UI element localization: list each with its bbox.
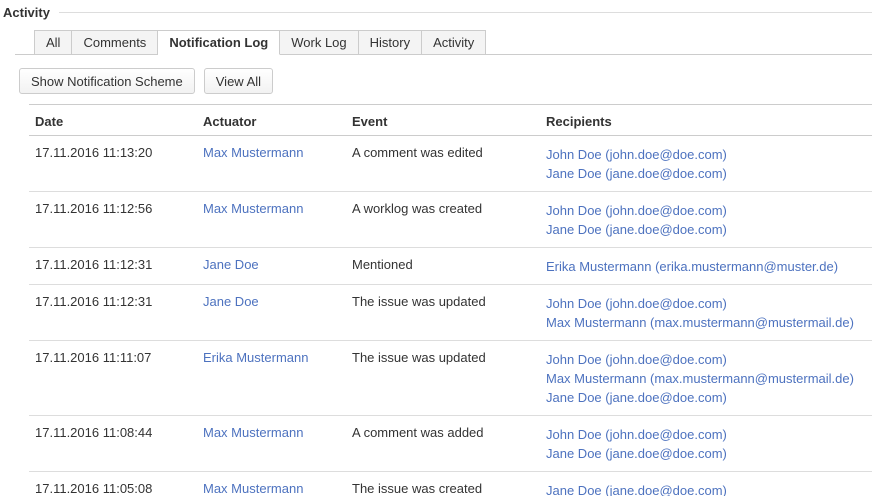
header-divider	[58, 11, 872, 13]
recipient-link[interactable]: John Doe (john.doe@doe.com)	[546, 203, 727, 218]
toolbar: Show Notification Scheme View All	[19, 68, 872, 94]
date-cell: 17.11.2016 11:12:56	[29, 191, 197, 248]
date-cell: 17.11.2016 11:05:08	[29, 471, 197, 496]
date-cell: 17.11.2016 11:12:31	[29, 284, 197, 341]
activity-tab-bar: All Comments Notification Log Work Log Histo…	[15, 30, 872, 55]
event-cell: The issue was updated	[346, 284, 540, 341]
column-header-recipients: Recipients	[540, 104, 872, 136]
tab-comments[interactable]: Comments	[72, 30, 159, 55]
actuator-cell: Max Mustermann	[197, 136, 346, 192]
tab-notification-log[interactable]: Notification Log	[158, 30, 281, 55]
tab-history[interactable]: History	[358, 30, 423, 55]
actuator-cell: Jane Doe	[197, 284, 346, 341]
column-header-event: Event	[346, 104, 540, 136]
table-row: 17.11.2016 11:05:08 Max Mustermann The i…	[29, 471, 872, 496]
recipient-link[interactable]: Jane Doe (jane.doe@doe.com)	[546, 483, 727, 496]
view-all-button[interactable]: View All	[203, 68, 274, 94]
recipients-cell: Erika Mustermann (erika.mustermann@muste…	[540, 247, 872, 285]
table-row: 17.11.2016 11:12:31 Jane Doe Mentioned E…	[29, 247, 872, 285]
recipients-cell: Jane Doe (jane.doe@doe.com)	[540, 471, 872, 496]
recipient-link[interactable]: John Doe (john.doe@doe.com)	[546, 296, 727, 311]
column-header-actuator: Actuator	[197, 104, 346, 136]
event-cell: A comment was added	[346, 415, 540, 472]
recipient-link[interactable]: Jane Doe (jane.doe@doe.com)	[546, 446, 727, 461]
actuator-link[interactable]: Erika Mustermann	[203, 350, 309, 365]
actuator-link[interactable]: Max Mustermann	[203, 425, 304, 440]
table-header-row: Date Actuator Event Recipients	[29, 104, 872, 136]
recipients-cell: John Doe (john.doe@doe.com) Max Musterman…	[540, 340, 872, 416]
activity-header: Activity	[0, 0, 872, 20]
event-cell: A comment was edited	[352, 145, 483, 160]
date-cell: 17.11.2016 11:11:07	[29, 340, 197, 416]
recipients-cell: John Doe (john.doe@doe.com) Jane Doe (jan…	[540, 191, 872, 248]
date-cell: 17.11.2016 11:12:31	[29, 247, 197, 285]
table-row: 17.11.2016 11:11:07 Erika Mustermann The…	[29, 340, 872, 416]
recipient-link[interactable]: Max Mustermann (max.mustermann@mustermai…	[546, 315, 854, 330]
recipient-link[interactable]: Jane Doe (jane.doe@doe.com)	[546, 166, 727, 181]
table-row: 17.11.2016 11:13:20 Max Mustermann A com…	[29, 136, 872, 192]
actuator-link[interactable]: Max Mustermann	[203, 481, 304, 496]
actuator-link[interactable]: Max Mustermann	[203, 145, 304, 160]
tab-work-log[interactable]: Work Log	[280, 30, 359, 55]
recipients-cell: John Doe (john.doe@doe.com) Max Musterman…	[540, 284, 872, 341]
table-row: 17.11.2016 11:12:56 Max Mustermann A wor…	[29, 191, 872, 248]
event-cell: The issue was created	[346, 471, 540, 496]
actuator-cell: Jane Doe	[197, 247, 346, 285]
recipient-link[interactable]: Erika Mustermann (erika.mustermann@muste…	[546, 259, 839, 274]
tab-activity[interactable]: Activity	[422, 30, 487, 55]
actuator-cell: Max Mustermann	[197, 471, 346, 496]
recipient-link[interactable]: John Doe (john.doe@doe.com)	[546, 147, 727, 162]
recipient-link[interactable]: Max Mustermann (max.mustermann@mustermai…	[546, 371, 854, 386]
show-notification-scheme-button[interactable]: Show Notification Scheme	[19, 68, 195, 94]
event-cell: Mentioned	[346, 247, 540, 285]
actuator-link[interactable]: Jane Doe	[203, 294, 259, 309]
actuator-cell: Max Mustermann	[197, 191, 346, 248]
recipient-link[interactable]: John Doe (john.doe@doe.com)	[546, 427, 727, 442]
date-cell: 17.11.2016 11:13:20	[35, 145, 153, 160]
event-cell: A worklog was created	[346, 191, 540, 248]
actuator-link[interactable]: Max Mustermann	[203, 201, 304, 216]
page-title: Activity	[3, 4, 50, 20]
actuator-link[interactable]: Jane Doe	[203, 257, 259, 272]
table-row: 17.11.2016 11:12:31 Jane Doe The issue w…	[29, 284, 872, 341]
actuator-cell: Max Mustermann	[197, 415, 346, 472]
tab-all[interactable]: All	[34, 30, 73, 55]
table-body: 17.11.2016 11:13:20 Max Mustermann A com…	[29, 136, 872, 496]
column-header-date: Date	[29, 104, 197, 136]
notification-log-table: Date Actuator Event Recipients 17.11.201…	[29, 104, 872, 496]
recipient-link[interactable]: Jane Doe (jane.doe@doe.com)	[546, 222, 727, 237]
recipients-cell: John Doe (john.doe@doe.com) Jane Doe (jan…	[540, 136, 872, 192]
recipient-link[interactable]: Jane Doe (jane.doe@doe.com)	[546, 390, 727, 405]
event-cell: The issue was updated	[346, 340, 540, 416]
recipient-link[interactable]: John Doe (john.doe@doe.com)	[546, 352, 727, 367]
date-cell: 17.11.2016 11:08:44	[29, 415, 197, 472]
actuator-cell: Erika Mustermann	[197, 340, 346, 416]
table-row: 17.11.2016 11:08:44 Max Mustermann A com…	[29, 415, 872, 472]
recipients-cell: John Doe (john.doe@doe.com) Jane Doe (jan…	[540, 415, 872, 472]
